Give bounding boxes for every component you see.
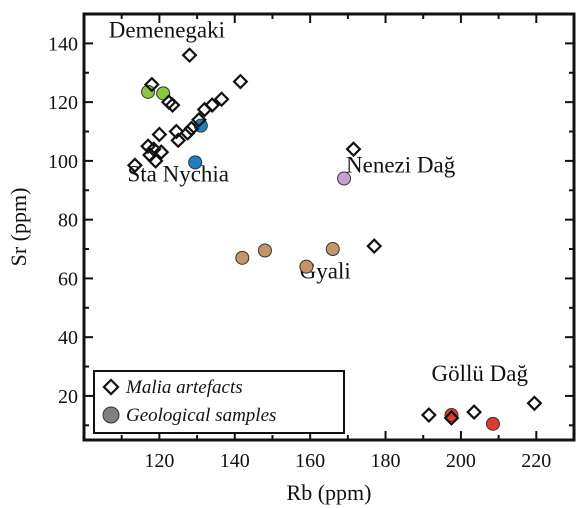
- malia-artefact-point: [126, 157, 143, 174]
- group-label: Göllü Dağ: [432, 361, 529, 386]
- x-tick-label: 220: [521, 450, 551, 472]
- group-label: Demenegaki: [109, 18, 225, 43]
- y-axis-title: Sr (ppm): [6, 188, 31, 267]
- legend-box: [93, 370, 345, 434]
- x-tick-label: 160: [295, 450, 325, 472]
- x-tick-label: 200: [446, 450, 476, 472]
- malia-artefact-point: [232, 73, 249, 90]
- malia-artefact-point: [153, 144, 170, 161]
- y-tick-label: 120: [48, 92, 78, 114]
- malia-artefact-point: [526, 395, 543, 412]
- malia-artefact-point: [181, 47, 198, 64]
- malia-artefact-point: [196, 101, 213, 118]
- group-label: Nenezi Dağ: [346, 153, 456, 178]
- malia-artefact-point: [183, 120, 200, 137]
- y-tick-label: 100: [48, 151, 78, 173]
- malia-artefact-point: [179, 125, 196, 141]
- geological-sample-point: [188, 155, 203, 170]
- x-tick-label: 120: [144, 450, 174, 472]
- y-tick-label: 140: [48, 33, 78, 55]
- geological-sample-point: [235, 250, 250, 265]
- legend: Malia artefacts Geological samples: [93, 370, 345, 434]
- x-tick-label: 180: [371, 450, 401, 472]
- malia-artefact-point: [191, 111, 207, 128]
- y-tick-label: 20: [58, 386, 78, 408]
- geological-sample-point: [299, 259, 314, 274]
- malia-artefact-point: [170, 132, 187, 149]
- malia-artefact-point: [443, 410, 460, 426]
- malia-artefact-point: [420, 407, 437, 423]
- axis-tick-labels: 120 140 160 180 200 220 20 40 60 80 100 120 140: [48, 33, 551, 472]
- y-tick-label: 40: [58, 327, 78, 349]
- y-tick-label: 60: [58, 268, 78, 290]
- x-axis-title: Rb (ppm): [287, 480, 372, 505]
- plot-frame: [82, 12, 576, 442]
- malia-artefact-point: [466, 404, 483, 421]
- malia-artefact-point: [143, 76, 160, 93]
- legend-label-geological-samples: Geological samples: [126, 405, 276, 426]
- malia-artefact-point: [366, 238, 383, 255]
- group-label: Sta Nychia: [127, 161, 229, 186]
- y-tick-label: 80: [58, 210, 78, 232]
- malia-artefact-point: [164, 97, 181, 113]
- geological-sample-point: [325, 242, 340, 257]
- malia-artefact-point: [345, 141, 362, 158]
- malia-artefact-point: [147, 152, 164, 169]
- geological-sample-point: [141, 84, 156, 99]
- geological-sample-point: [257, 243, 272, 258]
- legend-label-malia-artefacts: Malia artefacts: [125, 377, 243, 398]
- geological-sample-point: [444, 408, 459, 423]
- legend-marker-circle: [102, 406, 120, 424]
- malia-artefact-point: [213, 91, 230, 108]
- data-points: [126, 47, 543, 431]
- axis-ticks: [83, 13, 575, 440]
- geological-sample-point: [337, 171, 352, 186]
- geological-sample-point: [156, 86, 171, 101]
- geological-sample-point: [485, 416, 500, 431]
- legend-marker-diamond: [102, 378, 120, 396]
- malia-artefact-point: [145, 141, 162, 158]
- malia-artefact-point: [151, 126, 168, 143]
- x-tick-label: 140: [220, 450, 250, 472]
